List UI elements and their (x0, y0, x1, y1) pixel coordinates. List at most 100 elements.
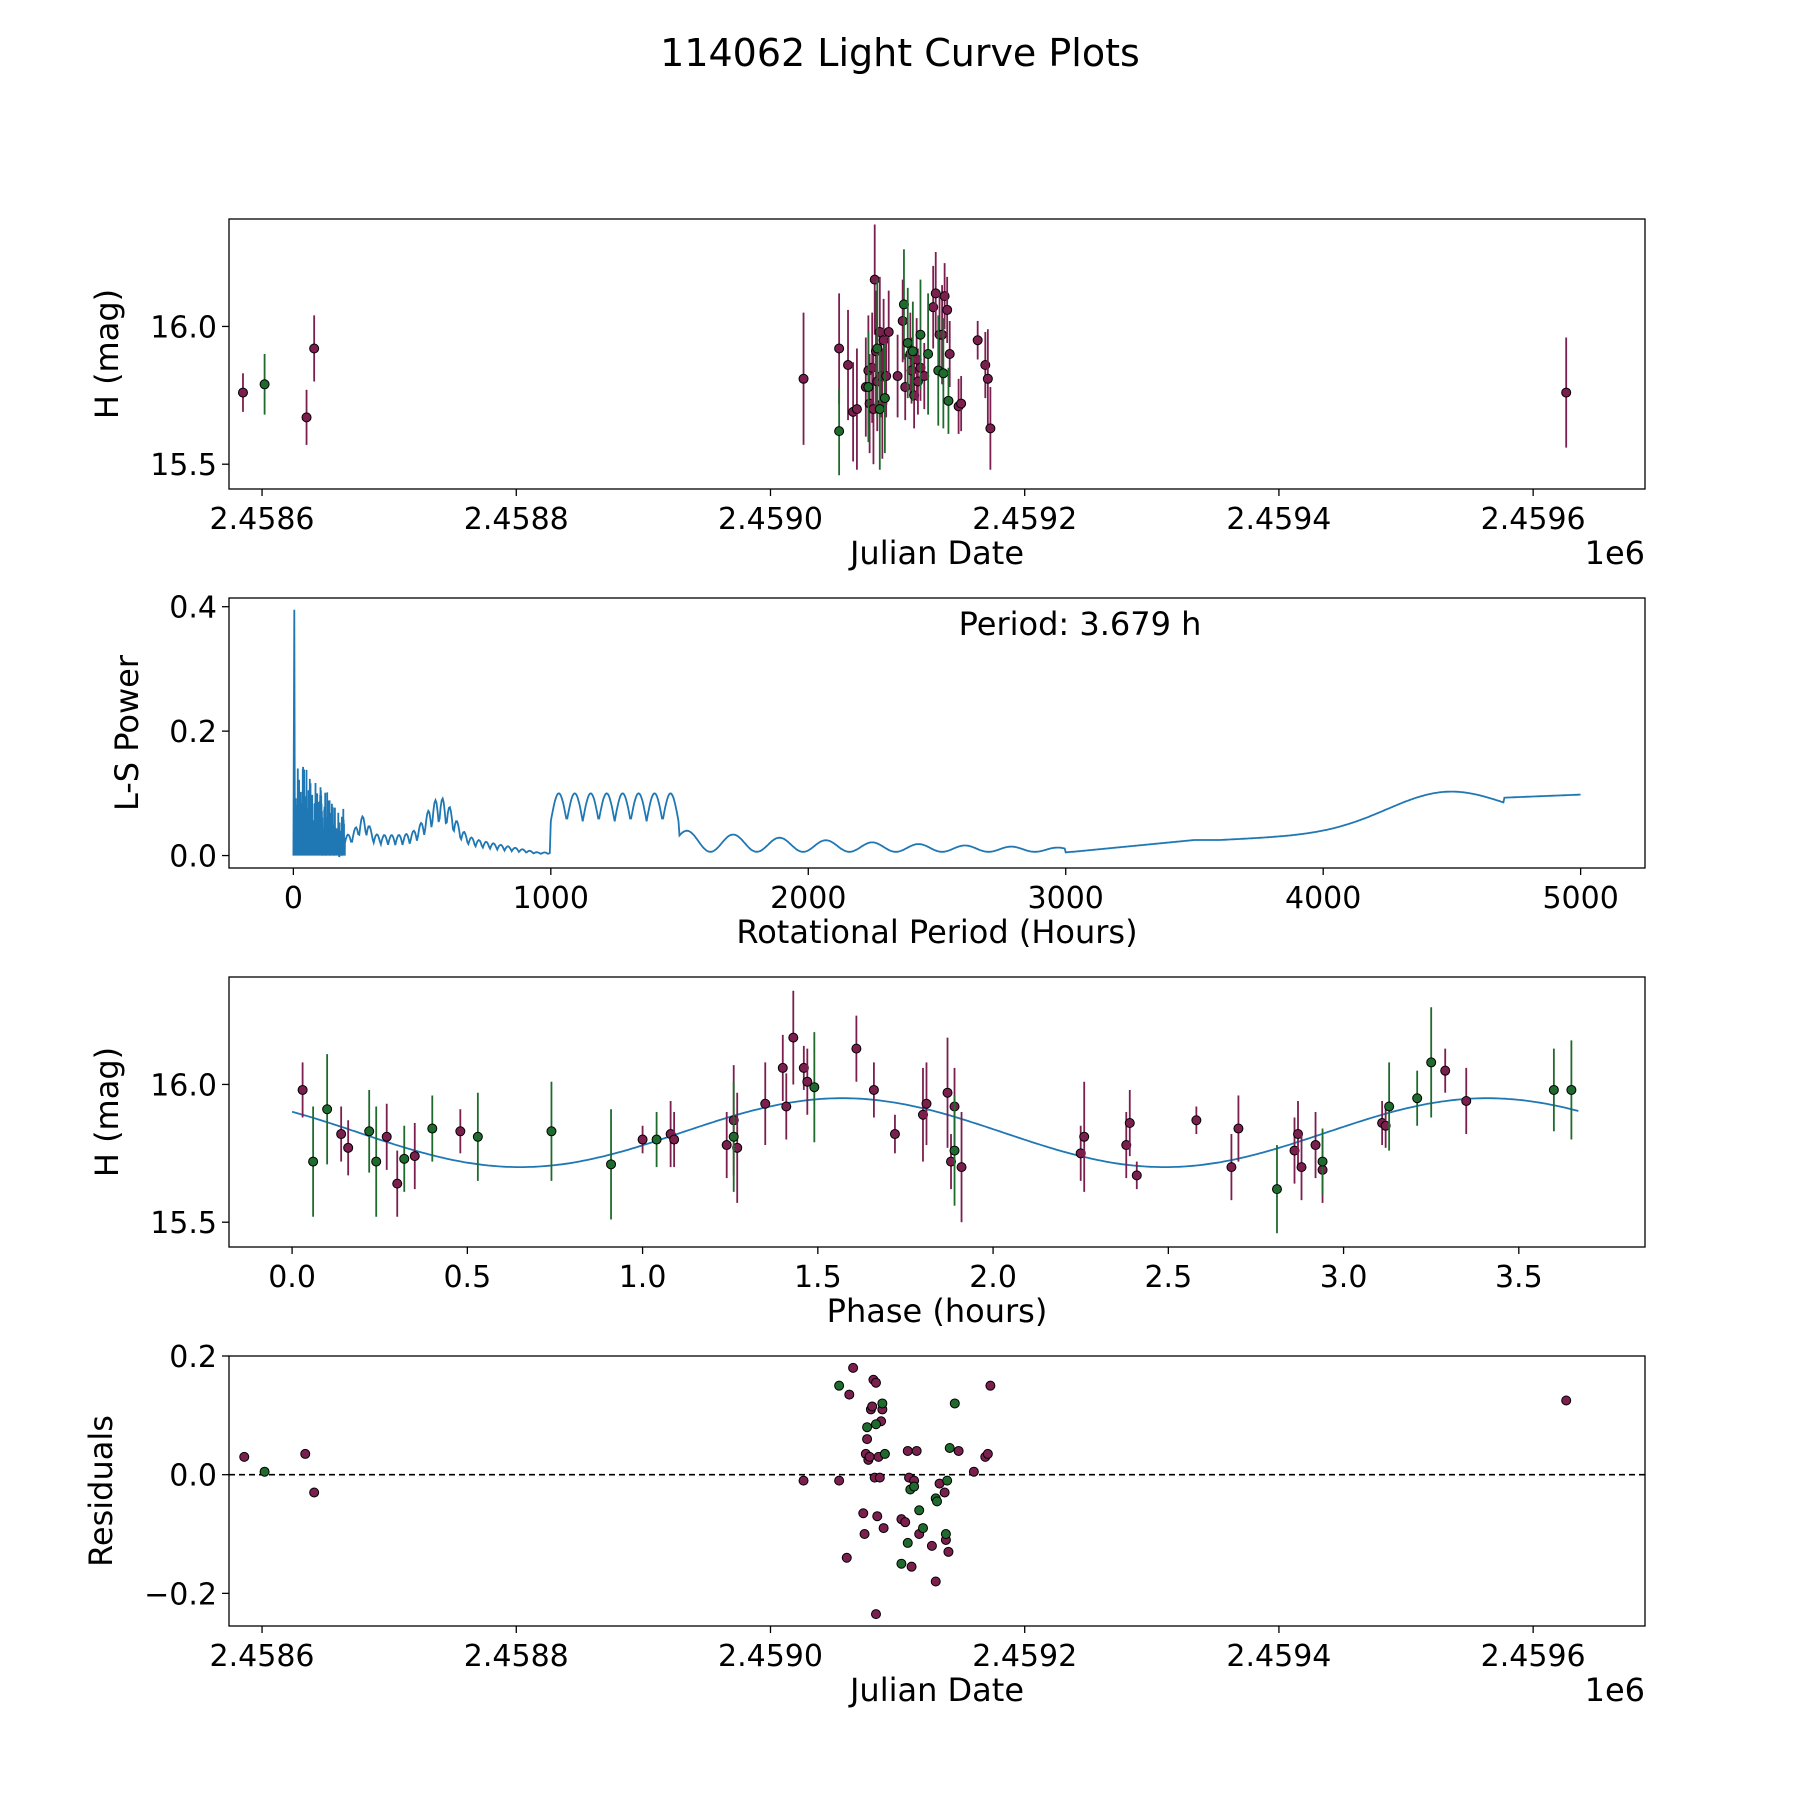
data-point (259, 1466, 270, 1477)
x-tick-label: 0.5 (443, 1260, 491, 1295)
data-point (392, 1178, 403, 1189)
data-point (909, 1481, 920, 1492)
data-point (982, 1448, 993, 1459)
data-point (371, 1156, 382, 1167)
x-tick-label: 3000 (1028, 881, 1104, 916)
data-point (870, 1419, 881, 1430)
data-point (862, 1422, 873, 1433)
x-tick-label: 5000 (1542, 881, 1618, 916)
data-point (907, 346, 918, 357)
data-point (1566, 1084, 1577, 1095)
y-tick-label: 0.2 (169, 1340, 217, 1375)
data-point (637, 1134, 648, 1145)
data-point (843, 360, 854, 371)
data-point (864, 1451, 875, 1462)
x-axis-label: Julian Date (848, 1671, 1024, 1709)
data-point (1561, 387, 1572, 398)
green-series (308, 1007, 1577, 1234)
plot-area (237, 224, 1572, 476)
data-point (940, 1529, 951, 1540)
data-point (944, 349, 955, 359)
data-point (1384, 1101, 1395, 1112)
data-point (942, 1475, 953, 1486)
data-point (985, 423, 996, 434)
data-point (915, 329, 926, 340)
data-point (902, 337, 913, 348)
data-point (870, 1377, 881, 1388)
data-point (902, 1445, 913, 1456)
data-point (879, 1448, 890, 1459)
data-point (858, 1508, 869, 1519)
data-point (956, 1162, 967, 1173)
y-tick-label: 0.2 (169, 715, 217, 750)
data-point (669, 1134, 680, 1145)
data-point (863, 382, 874, 393)
data-point (943, 1546, 954, 1557)
maroon-series (239, 1362, 1572, 1620)
data-point (728, 1131, 739, 1142)
green-series (259, 1380, 960, 1569)
data-point (834, 426, 845, 437)
x-tick-label: 2.4588 (464, 502, 569, 537)
plot-area (229, 1362, 1645, 1620)
y-tick-label: 0.4 (169, 591, 217, 626)
data-point (259, 379, 270, 390)
data-point (889, 1129, 900, 1140)
data-point (1461, 1095, 1472, 1106)
data-point (883, 326, 894, 337)
data-point (848, 1362, 859, 1373)
data-point (923, 349, 934, 359)
x-tick-label: 3.0 (1320, 1260, 1368, 1295)
data-point (788, 1032, 799, 1043)
y-axis-label: H (mag) (88, 289, 126, 419)
axes-frame (228, 976, 1646, 1248)
x-tick-label: 2.4586 (210, 1639, 315, 1674)
data-point (939, 1487, 950, 1498)
axes-frame (228, 1355, 1646, 1627)
y-axis-label: Residuals (82, 1415, 120, 1567)
data-point (900, 1517, 911, 1528)
data-point (1079, 1131, 1090, 1142)
data-point (1561, 1395, 1572, 1406)
data-point (946, 1156, 957, 1167)
green-series (259, 249, 954, 476)
plot-area (292, 609, 1581, 858)
data-point (874, 1472, 885, 1483)
x-tick-label: 2.4586 (210, 502, 315, 537)
y-tick-label: 16.0 (150, 1068, 217, 1103)
y-tick-label: −0.2 (144, 1577, 217, 1612)
x-offset-label: 1e6 (1585, 534, 1645, 572)
data-point (851, 1043, 862, 1054)
data-point (798, 1062, 809, 1073)
axes-frame (228, 597, 1646, 869)
x-tick-label: 2.4592 (972, 502, 1077, 537)
data-point (938, 368, 949, 379)
x-tick-label: 2.4594 (1226, 1639, 1331, 1674)
maroon-series (297, 990, 1472, 1223)
data-point (297, 1084, 308, 1095)
data-point (606, 1159, 617, 1170)
data-point (343, 1142, 354, 1153)
y-tick-label: 16.0 (150, 310, 217, 345)
data-point (897, 315, 908, 326)
data-point (732, 1142, 743, 1153)
data-point (914, 1505, 925, 1516)
x-tick-label: 0 (284, 881, 303, 916)
data-point (455, 1126, 466, 1137)
data-point (802, 1076, 813, 1087)
x-tick-label: 2.4596 (1481, 502, 1586, 537)
data-point (862, 1434, 873, 1445)
data-point (1075, 1148, 1086, 1159)
plot-area (291, 990, 1579, 1234)
data-point (309, 1487, 320, 1498)
data-point (968, 1466, 979, 1477)
data-point (798, 1475, 809, 1486)
data-point (777, 1062, 788, 1073)
lightcurve-panel: 2.4586 2.4588 2.4590 2.4592 2.4594 2.4596 15.5… (88, 218, 1646, 572)
data-point (1289, 1145, 1300, 1156)
data-point (944, 1442, 955, 1453)
data-point (834, 343, 845, 354)
data-point (1124, 1118, 1135, 1129)
data-point (874, 404, 885, 415)
